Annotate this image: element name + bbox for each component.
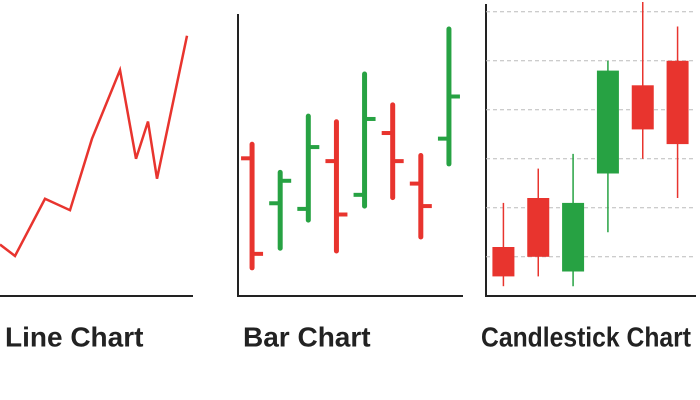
chart-title: Line Chart [5, 321, 143, 352]
candle-body [527, 198, 550, 257]
candle-body [596, 70, 619, 174]
candle-body [666, 60, 689, 145]
chart-title: Candlestick Chart [481, 321, 691, 352]
line [0, 35, 189, 258]
candle-body [631, 85, 654, 130]
candle-body [492, 247, 515, 277]
candle-body [562, 202, 585, 272]
chart-title: Bar Chart [243, 321, 371, 352]
